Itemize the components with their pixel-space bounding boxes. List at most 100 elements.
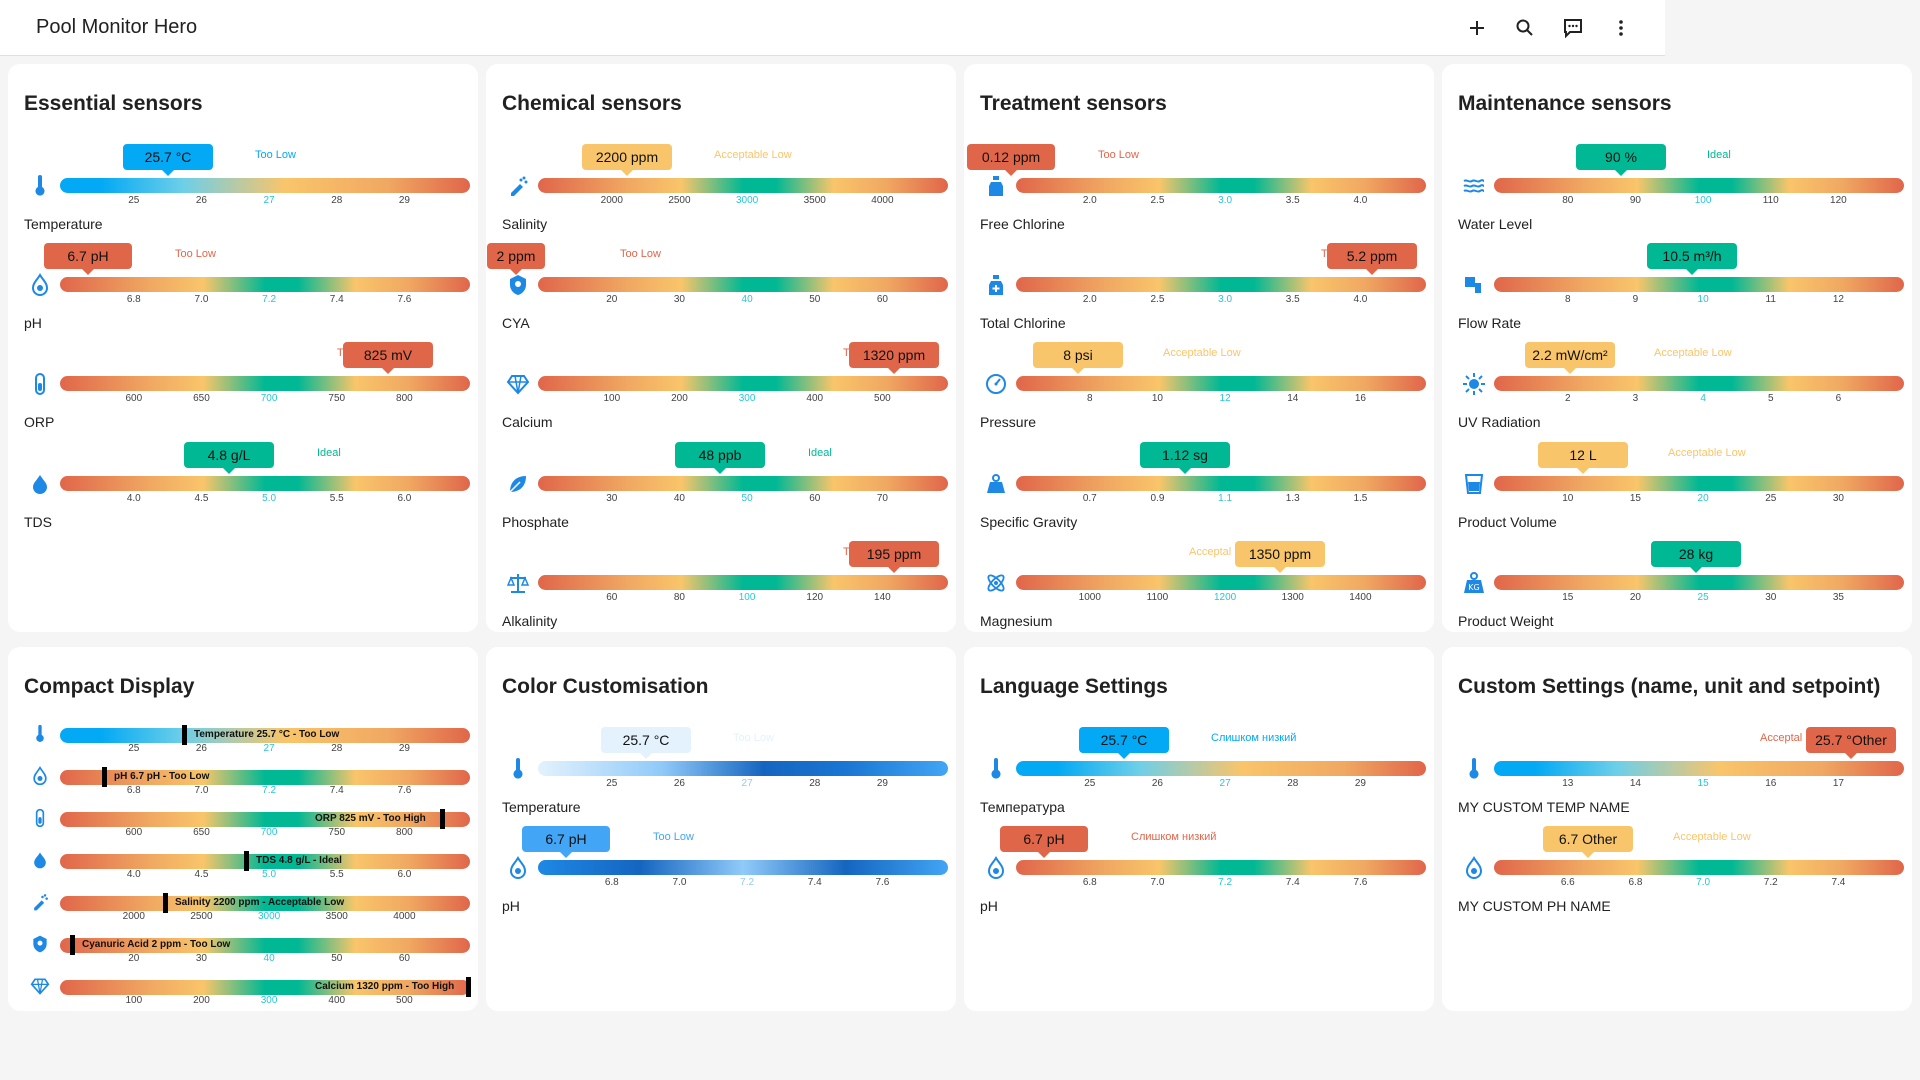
gauge-bar [60,854,470,869]
sensor-row-water-level[interactable]: 80 90 100 110 120 90 % Ideal Water Level [1442,136,1912,235]
sensor-name: ORP [24,414,55,430]
sensor-name: Water Level [1458,216,1533,232]
sensor-row-temperature[interactable]: 25 26 27 28 29 25.7 °C Too Low Temperatu… [8,136,478,235]
tick-label: 4.0 [126,869,141,880]
sensor-row-temperature[interactable]: 25 26 27 28 29 25.7 °C Too Low Temperatu… [486,719,956,818]
pump-icon [1462,273,1486,297]
tick-label: 300 [738,393,756,404]
sensor-row-custom-temp[interactable]: 13 14 15 16 17 Acceptal 25.7 °Other MY C… [1442,719,1912,818]
tick-label: 15 [1697,778,1709,789]
sensor-row-pressure[interactable]: 8 10 12 14 16 8 psi Acceptable Low Press… [964,334,1434,433]
tick-labels: 600 650 700 750 800 [60,393,470,405]
sensor-row-free-chlorine[interactable]: 2.0 2.5 3.0 3.5 4.0 0.12 ppm Too Low Fre… [964,136,1434,235]
tick-label: 2.0 [1082,195,1097,206]
tick-label: 60 [809,493,821,504]
sensor-name: Salinity [502,216,548,232]
sensor-row-uv-radiation[interactable]: 2 3 4 5 6 2.2 mW/cm² Acceptable Low UV R… [1442,334,1912,433]
sensor-row-calcium[interactable]: 100 200 300 400 500 T 1320 ppm Calcium [486,334,956,433]
value-bubble: 25.7 °C [123,144,213,176]
search-button[interactable] [1501,4,1549,52]
add-button[interactable] [1453,4,1501,52]
ph-drop-icon [506,856,530,880]
status-text: Ideal [317,447,341,459]
compact-row-orp[interactable]: ORP 825 mV - Too High 600 650 700 750 80… [8,806,478,848]
tick-labels: 6.8 7.0 7.2 7.4 7.6 [60,294,470,306]
compact-row-calcium[interactable]: Calcium 1320 ppm - Too High 100 200 300 … [8,974,478,1011]
tick-labels: 20 30 40 50 60 [538,294,948,306]
thermometer-icon [506,757,530,781]
compact-row-tds[interactable]: TDS 4.8 g/L - Ideal 4.0 4.5 5.0 5.5 6.0 [8,848,478,890]
sensor-row-ph[interactable]: 6.8 7.0 7.2 7.4 7.6 6.7 pH Too Low pH [486,818,956,917]
tick-labels: 600 650 700 750 800 [60,827,470,839]
tick-labels: 25 26 27 28 29 [60,195,470,207]
gauge-bar [60,277,470,292]
value-bubble: 90 % [1576,144,1666,176]
value-bubble: 2200 ppm [582,144,672,176]
sensor-row-cya[interactable]: 20 30 40 50 60 2 ppm Too Low CYA [486,235,956,334]
tick-label: 4.0 [1353,195,1368,206]
status-text: Acceptable Low [1668,447,1746,459]
sensor-name: Pressure [980,414,1037,430]
tick-labels: 60 80 100 120 140 [538,592,948,604]
essential-sensors-card: Essential sensors 25 26 27 28 29 25.7 °C… [8,64,478,632]
value-bubble: 4.8 g/L [184,442,274,474]
compact-row-salinity[interactable]: Salinity 2200 ppm - Acceptable Low 2000 … [8,890,478,932]
sensor-row-alkalinity[interactable]: 60 80 100 120 140 T 195 ppm Alkalinity [486,533,956,632]
top-app-bar: Pool Monitor Hero [0,0,1665,56]
sensor-row-flow-rate[interactable]: 8 9 10 11 12 10.5 m³/h Flow Rate [1442,235,1912,334]
value-bubble: 1350 ppm [1235,541,1325,573]
bottle-icon [984,174,1008,198]
sensor-row-total-chlorine[interactable]: 2.0 2.5 3.0 3.5 4.0 T 5.2 ppm Total Chlo… [964,235,1434,334]
tick-label: 7.0 [1150,877,1165,888]
sensor-row-custom-ph[interactable]: 6.6 6.8 7.0 7.2 7.4 6.7 Other Acceptable… [1442,818,1912,917]
shield-icon [30,934,50,954]
test-tube-icon [30,808,50,828]
tick-label: 3000 [257,911,281,922]
sensor-row-ph[interactable]: 6.8 7.0 7.2 7.4 7.6 6.7 pH Слишком низки… [964,818,1434,917]
gauge-bar [538,575,948,590]
tick-label: 300 [260,995,278,1006]
tick-label: 3.5 [1285,195,1300,206]
value-bubble: 25.7 °Other [1806,727,1896,759]
compact-row-cyanuric-acid[interactable]: Cyanuric Acid 2 ppm - Too Low 20 30 40 5… [8,932,478,974]
tick-label: 600 [125,827,143,838]
tick-label: 100 [738,592,756,603]
sensor-row-product-weight[interactable]: 15 20 25 30 35 28 kg Product Weight [1442,533,1912,632]
sensor-row-tds[interactable]: 4.0 4.5 5.0 5.5 6.0 4.8 g/L Ideal TDS [8,434,478,533]
status-text: Acceptable Low [1163,347,1241,359]
compact-row-ph[interactable]: pH 6.7 pH - Too Low 6.8 7.0 7.2 7.4 7.6 [8,764,478,806]
tick-label: 13 [1562,778,1574,789]
tick-label: 1.3 [1285,493,1300,504]
tick-label: 10 [1562,493,1574,504]
sensor-row-phosphate[interactable]: 30 40 50 60 70 48 ppb Ideal Phosphate [486,434,956,533]
tick-labels: 0.7 0.9 1.1 1.3 1.5 [1016,493,1426,505]
sensor-row-specific-gravity[interactable]: 0.7 0.9 1.1 1.3 1.5 1.12 sg Specific Gra… [964,434,1434,533]
gauge-bar [1016,761,1426,776]
tick-label: 7.4 [807,877,822,888]
sensor-name: Flow Rate [1458,315,1522,331]
assist-button[interactable] [1549,4,1597,52]
sensor-name: Temperature [24,216,103,232]
sensor-row-temperature[interactable]: 25 26 27 28 29 25.7 °C Слишком низкий Те… [964,719,1434,818]
tick-labels: 100 200 300 400 500 [538,393,948,405]
sensor-name: Free Chlorine [980,216,1065,232]
value-bubble: 8 psi [1033,342,1123,374]
overflow-menu-button[interactable] [1597,4,1645,52]
sensor-row-salinity[interactable]: 2000 2500 3000 3500 4000 2200 ppm Accept… [486,136,956,235]
sensor-row-product-volume[interactable]: 10 15 20 25 30 12 L Acceptable Low Produ… [1442,434,1912,533]
tick-label: 7.0 [672,877,687,888]
sensor-row-ph[interactable]: 6.8 7.0 7.2 7.4 7.6 6.7 pH Too Low pH [8,235,478,334]
tick-label: 6 [1835,393,1842,404]
sensor-row-magnesium[interactable]: 1000 1100 1200 1300 1400 Acceptal 1350 p… [964,533,1434,632]
sensor-row-orp[interactable]: 600 650 700 750 800 T 825 mV ORP [8,334,478,433]
compact-row-temperature[interactable]: Temperature 25.7 °C - Too Low 25 26 27 2… [8,722,478,764]
custom-settings-card: Custom Settings (name, unit and setpoint… [1442,647,1912,1011]
value-marker [182,725,187,745]
weight-icon [984,472,1008,496]
tick-label: 800 [396,393,413,404]
plus-icon [1470,21,1484,35]
chemical-sensors-card: Chemical sensors 2000 2500 3000 3500 400… [486,64,956,632]
value-bubble: 28 kg [1651,541,1741,573]
gauge-bar [1494,860,1904,875]
tick-label: 25 [1084,778,1096,789]
